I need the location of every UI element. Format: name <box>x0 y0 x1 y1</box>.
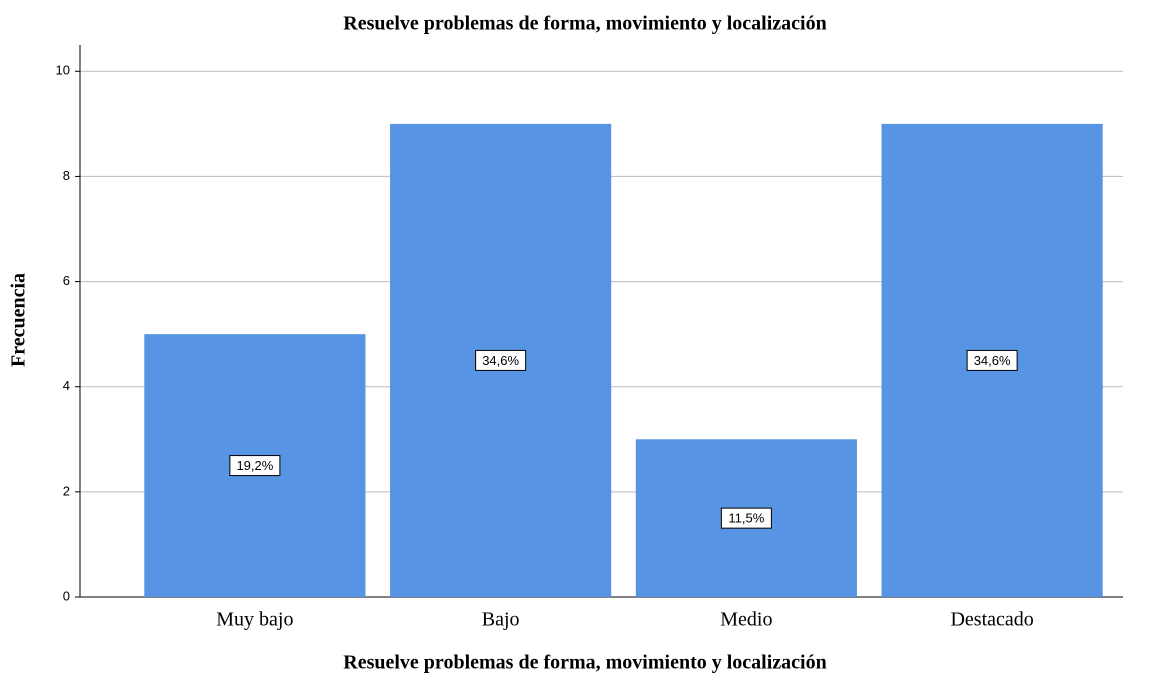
data-label: 34,6% <box>482 353 519 368</box>
x-axis-title: Resuelve problemas de forma, movimiento … <box>343 652 826 674</box>
y-tick-label: 2 <box>63 483 70 498</box>
data-label: 34,6% <box>974 353 1011 368</box>
data-label-box <box>475 349 527 371</box>
y-tick-label: 0 <box>63 588 70 603</box>
data-label: 19,2% <box>236 458 273 473</box>
y-tick-label: 6 <box>63 273 70 288</box>
y-tick-label: 10 <box>56 63 70 78</box>
chart-title: Resuelve problemas de forma, movimiento … <box>343 13 826 35</box>
x-tick-label: Bajo <box>482 609 520 631</box>
y-tick-label: 4 <box>63 378 70 393</box>
x-tick-label: Destacado <box>950 609 1033 631</box>
y-tick-label: 8 <box>63 168 70 183</box>
x-tick-label: Muy bajo <box>216 609 293 631</box>
data-label-box <box>229 455 281 477</box>
y-axis-title: Frecuencia <box>8 273 30 367</box>
data-label-box <box>720 507 772 529</box>
x-tick-label: Medio <box>720 609 772 631</box>
data-label-box <box>966 349 1018 371</box>
data-label: 11,5% <box>728 511 764 526</box>
